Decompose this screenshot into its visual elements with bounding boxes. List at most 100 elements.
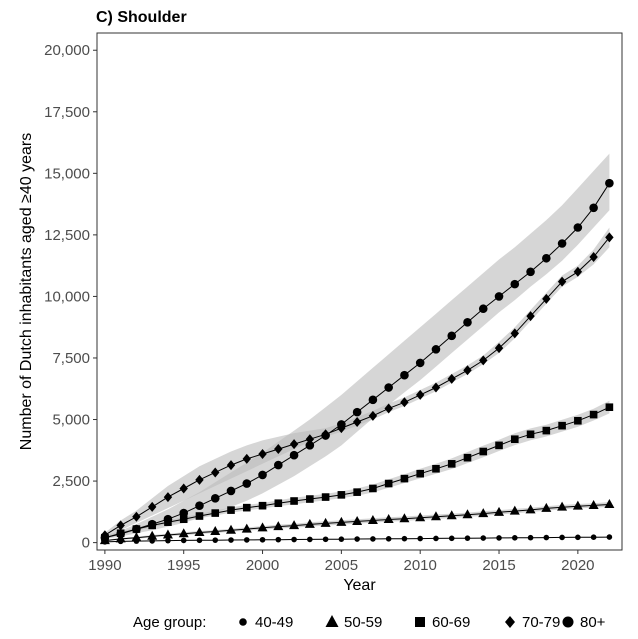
data-point-50-59 [572,500,583,510]
data-point-70-79 [289,439,299,450]
data-point-70-79 [542,293,551,304]
data-point-70-79 [510,328,519,339]
data-point-40-49 [401,535,408,542]
legend-key-80- [562,616,574,628]
data-point-50-59 [257,522,268,532]
data-point-50-59 [194,527,205,537]
legend-label-40-49: 40-49 [255,614,293,631]
data-point-60-69 [384,479,393,488]
data-point-70-79 [274,444,283,455]
data-point-70-79 [384,403,393,414]
chart-title: C) Shoulder [96,9,187,26]
data-point-80- [573,223,583,232]
data-point-50-59 [241,523,252,533]
data-point-60-69 [227,506,235,514]
data-point-60-69 [432,464,440,473]
y-tick-label: 5,000 [52,412,90,429]
data-point-40-49 [527,534,534,541]
data-point-40-49 [259,536,266,543]
data-point-40-49 [417,535,423,542]
data-point-80- [510,279,520,289]
y-tick-label: 2,500 [52,473,90,490]
data-point-50-59 [604,498,615,508]
data-point-70-79 [400,397,409,408]
data-point-60-69 [242,503,251,512]
data-point-50-59 [147,530,158,540]
data-point-60-69 [290,497,298,505]
x-tick-label: 1995 [167,557,200,574]
data-point-70-79 [589,252,598,263]
data-point-40-49 [575,534,581,541]
data-point-50-59 [304,518,315,528]
data-point-70-79 [147,501,157,512]
legend-label-60-69: 60-69 [432,614,470,631]
data-point-50-59 [162,529,173,539]
data-point-70-79 [195,474,204,485]
data-point-50-59 [541,502,552,512]
data-point-60-69 [542,426,551,435]
data-point-80- [431,345,441,354]
data-point-50-59 [588,499,599,509]
data-point-70-79 [605,232,614,243]
data-point-40-49 [511,535,518,541]
data-point-60-69 [258,501,267,510]
legend-label-80-: 80+ [580,614,606,631]
x-tick-label: 2020 [561,557,594,574]
data-point-50-59 [178,528,189,538]
data-point-40-49 [228,537,234,543]
data-point-40-49 [496,535,502,541]
data-point-50-59 [430,511,441,521]
data-point-40-49 [307,536,313,543]
data-point-80- [163,514,173,524]
data-point-60-69 [479,447,488,456]
legend-key-40-49 [239,618,247,626]
y-tick-label: 17,500 [44,104,90,121]
data-point-60-69 [558,421,566,430]
data-point-50-59 [320,517,331,527]
data-point-60-69 [574,416,582,425]
data-point-50-59 [352,515,363,525]
data-point-60-69 [195,512,204,520]
legend-label-70-79: 70-79 [522,614,560,631]
data-point-80- [195,501,204,510]
data-point-80- [384,383,393,392]
data-point-80- [352,407,362,417]
x-axis-title: Year [343,577,376,594]
data-point-40-49 [275,536,282,543]
data-point-80- [542,253,551,263]
data-point-80- [589,203,598,213]
data-point-50-59 [494,506,505,516]
data-point-50-59 [509,505,520,515]
data-point-70-79 [494,343,504,354]
data-point-80- [226,486,236,496]
data-point-70-79 [463,365,472,376]
data-point-40-49 [559,534,565,541]
data-point-80- [463,317,472,327]
data-point-50-59 [478,508,489,518]
data-point-60-69 [321,493,330,501]
data-point-80- [447,331,457,341]
data-point-60-69 [369,484,377,493]
x-tick-label: 2005 [325,557,358,574]
data-point-40-49 [370,536,376,542]
data-point-80- [274,460,283,470]
data-point-40-49 [291,536,297,543]
data-point-60-69 [526,430,535,439]
data-point-50-59 [131,532,142,542]
legend-key-50-59 [325,615,339,627]
data-point-60-69 [274,499,283,508]
data-point-60-69 [605,403,614,412]
x-tick-label: 2015 [482,557,515,574]
data-point-40-49 [543,534,550,541]
data-point-50-59 [462,509,473,519]
data-point-80- [289,450,299,460]
data-point-60-69 [447,460,456,468]
data-point-80- [147,519,157,529]
legend-title: Age group: [133,614,206,631]
data-point-40-49 [590,534,597,540]
data-point-40-49 [338,536,345,542]
data-point-70-79 [258,448,267,459]
data-point-40-49 [354,536,360,542]
data-point-80- [494,292,504,301]
